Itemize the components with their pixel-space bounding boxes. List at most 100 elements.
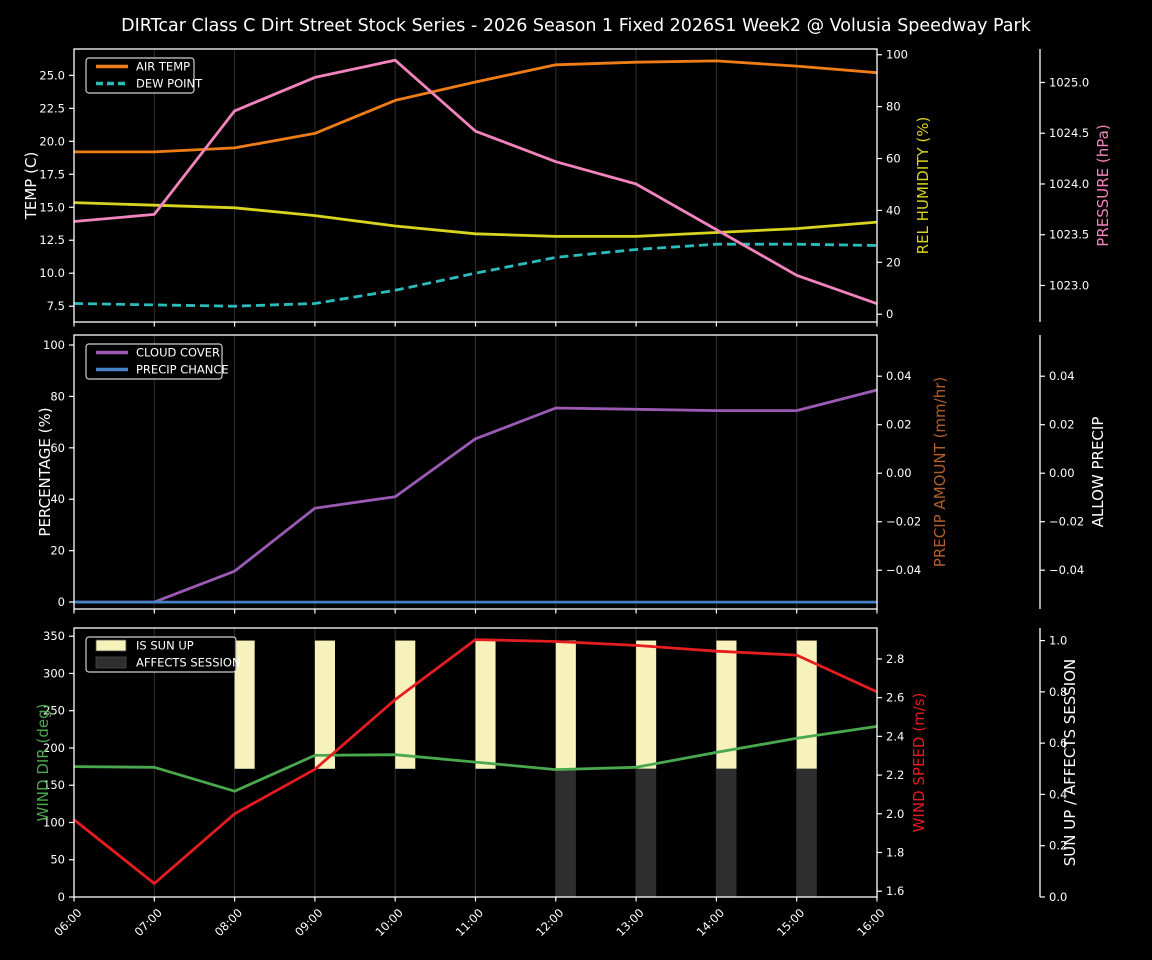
y-tick-label: 0.04	[1049, 369, 1075, 383]
is-sun-up-bar	[555, 640, 576, 769]
x-tick-label: 07:00	[132, 906, 165, 939]
x-tick-label: 08:00	[212, 906, 245, 939]
axis-label: REL HUMIDITY (%)	[914, 117, 932, 255]
legend-cloud-precip: CLOUD COVER PRECIP CHANCE	[85, 343, 229, 380]
legend-temperature-humidity-pressure: AIR TEMP DEW POINT	[85, 57, 203, 94]
y-tick-label: 200	[43, 741, 65, 755]
affects-session-bars	[555, 768, 817, 897]
axis-label: WIND DIR (deg)	[34, 704, 52, 822]
y-tick-label: 12.5	[39, 233, 65, 247]
axis-right2-sun-up-affects-session: 0.0 0.2 0.4 0.6 0.8 1.0 SUN UP / AFFECTS SESSI…	[1040, 634, 1079, 904]
y-tick-label: 60	[886, 152, 901, 166]
axis-label: PRECIP AMOUNT (mm/hr)	[931, 377, 949, 567]
legend-label: DEW POINT	[136, 77, 203, 91]
is-sun-up-bar	[716, 640, 737, 769]
y-tick-label: 1023.5	[1049, 228, 1089, 242]
y-tick-label: −0.02	[1049, 515, 1084, 529]
y-tick-label: 0.8	[1049, 685, 1067, 699]
y-tick-label: 2.2	[886, 768, 904, 782]
legend-item-cloud-cover: CLOUD COVER	[96, 346, 220, 360]
y-tick-label: 1.0	[1049, 634, 1067, 648]
y-tick-label: 1024.0	[1049, 177, 1089, 191]
series-cloud-cover	[74, 388, 878, 604]
affects-session-bar	[796, 768, 817, 897]
y-tick-label: 100	[886, 48, 908, 62]
axis-label: TEMP (C)	[22, 152, 40, 221]
y-tick-label: 17.5	[39, 167, 65, 181]
series-wind-speed	[73, 638, 878, 885]
y-tick-label: 60	[50, 441, 65, 455]
x-tick-label: 06:00	[51, 906, 84, 939]
y-tick-label: 80	[50, 389, 65, 403]
is-sun-up-bar	[395, 640, 416, 769]
y-tick-label: 100	[43, 815, 65, 829]
gridlines	[153, 335, 798, 609]
y-tick-label: 0	[886, 307, 893, 321]
y-tick-label: 2.6	[886, 691, 904, 705]
panel-temperature-humidity-pressure: 7.5 10.0 12.5 15.0 17.5 20.0 22.5 25.0 TEMP (C) 0…	[22, 48, 1112, 327]
y-tick-label: 0.4	[1049, 787, 1067, 801]
y-tick-label: 15.0	[39, 200, 65, 214]
legend-label: AIR TEMP	[136, 60, 190, 74]
y-tick-label: 0.00	[886, 466, 912, 480]
axis-label: PRESSURE (hPa)	[1094, 124, 1112, 246]
figure-title: DIRTcar Class C Dirt Street Stock Series…	[121, 16, 1031, 36]
legend-item-air-temp: AIR TEMP	[96, 60, 190, 74]
series-rel-humidity	[73, 201, 878, 238]
y-tick-label: 25.0	[39, 68, 65, 82]
affects-session-bar	[716, 768, 737, 897]
axis-right2-pressure-hpa: 1023.0 1023.5 1024.0 1024.5 1025.0 PRESSURE (…	[1040, 75, 1112, 292]
axis-right1-rel-humidity: 0 20 40 60 80 100 REL HUMIDITY (%)	[877, 48, 932, 321]
y-tick-label: 0.2	[1049, 839, 1067, 853]
y-tick-label: 1025.0	[1049, 75, 1089, 89]
axis-right1-wind-speed-m-s: 1.6 1.8 2.0 2.2 2.4 2.6 2.8 WIND SPEED (m/s)	[877, 652, 928, 898]
legend-item-dew-point: DEW POINT	[96, 77, 203, 91]
y-tick-label: 1023.0	[1049, 278, 1089, 292]
axis-left-wind-dir-deg: 0 50 100 150 200 250 300 350 WIND DIR (deg)	[34, 629, 74, 904]
y-tick-label: −0.04	[886, 563, 921, 577]
y-tick-label: 7.5	[47, 299, 65, 313]
is-sun-up-bar	[314, 640, 335, 769]
x-axis: 06:00 07:00 08:00 09:00 10:00 11:00 12:00 13:00…	[51, 897, 888, 939]
x-tick-label: 16:00	[854, 906, 887, 939]
y-tick-label: 0.02	[1049, 418, 1075, 432]
y-tick-label: 22.5	[39, 101, 65, 115]
legend-item-precip-chance: PRECIP CHANCE	[96, 363, 229, 377]
axis-right1-precip-amount-mm-hr: −0.04 −0.02 0.00 0.02 0.04 PRECIP AMOUNT (mm/…	[877, 369, 949, 577]
affects-session-bar	[636, 768, 657, 897]
x-tick-label: 13:00	[613, 906, 646, 939]
y-tick-label: 1.6	[886, 884, 904, 898]
y-tick-label: 0	[58, 890, 65, 904]
y-tick-label: 50	[50, 853, 65, 867]
x-tick-label: 11:00	[453, 906, 486, 939]
y-tick-label: 0.6	[1049, 736, 1067, 750]
y-tick-label: 2.8	[886, 652, 904, 666]
is-sun-up-bar	[234, 640, 255, 769]
y-tick-label: 0.02	[886, 418, 912, 432]
axis-right2-allow-precip: −0.04 −0.02 0.00 0.02 0.04 ALLOW PRECIP	[1040, 369, 1107, 577]
is-sun-up-bar	[475, 640, 496, 769]
legend-item-affects-session: AFFECTS SESSION	[95, 656, 241, 670]
y-tick-label: 0.00	[1049, 466, 1075, 480]
y-tick-label: 40	[50, 492, 65, 506]
is-sun-up-bar	[636, 640, 657, 769]
legend-label: AFFECTS SESSION	[136, 656, 241, 670]
series-wind-dir	[73, 725, 878, 793]
y-tick-label: 1.8	[886, 845, 904, 859]
axis-label: ALLOW PRECIP	[1089, 417, 1107, 528]
y-tick-label: 20	[886, 255, 901, 269]
y-tick-label: 350	[43, 629, 65, 643]
legend-wind-sun: IS SUN UP AFFECTS SESSION	[85, 636, 241, 673]
axis-label: WIND SPEED (m/s)	[910, 693, 928, 833]
x-axis	[73, 322, 878, 327]
y-tick-label: 0.0	[1049, 890, 1067, 904]
panel-cloud-precip: 0 20 40 60 80 100 PERCENTAGE (%) −0.04 −0.02 0.00…	[36, 334, 1107, 614]
x-tick-label: 14:00	[694, 906, 727, 939]
y-tick-label: 10.0	[39, 266, 65, 280]
legend-label: IS SUN UP	[136, 639, 194, 653]
y-tick-label: 40	[886, 203, 901, 217]
y-tick-label: −0.04	[1049, 563, 1084, 577]
x-axis	[73, 609, 878, 614]
